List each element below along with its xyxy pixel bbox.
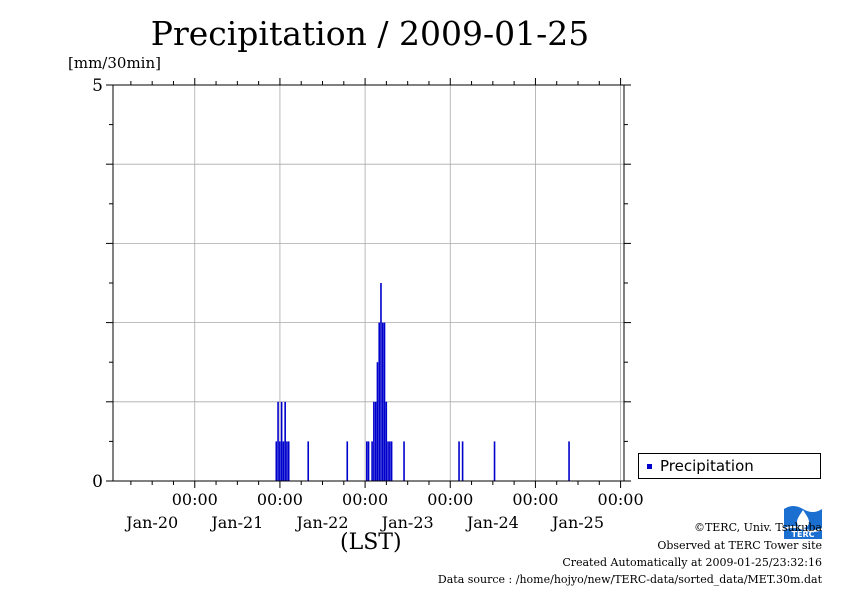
precip-bar <box>389 441 391 481</box>
x-tick-date-label: Jan-22 <box>294 513 348 532</box>
precip-bar <box>390 441 393 481</box>
credit-site: Observed at TERC Tower site <box>657 539 822 552</box>
precip-bar <box>568 441 570 481</box>
chart-frame <box>106 78 631 488</box>
precip-bar <box>403 441 405 481</box>
x-tick-date-label: Jan-23 <box>380 513 434 532</box>
precip-bar <box>307 441 310 481</box>
precip-bar <box>461 441 464 481</box>
legend-label: Precipitation <box>660 457 754 475</box>
chart-legend: Precipitation <box>638 453 821 479</box>
x-tick-date-label: Jan-24 <box>465 513 519 532</box>
x-tick-time-label: 00:00 <box>172 490 218 509</box>
precip-bar <box>367 441 370 481</box>
y-tick-label: 0 <box>92 472 103 492</box>
precip-bar <box>387 441 389 481</box>
precip-bar <box>282 441 285 481</box>
credit-copyright: ©TERC, Univ. Tsukuba <box>693 521 822 534</box>
precip-bar <box>275 441 278 481</box>
x-tick-labels: 00:00 Jan-20 00:00 Jan-21 00:00 Jan-22 00:00 Ja… <box>124 490 643 532</box>
x-tick-time-label: 00:00 <box>342 490 388 509</box>
credit-created: Created Automatically at 2009-01-25/23:3… <box>562 556 822 569</box>
x-tick-date-label: Jan-21 <box>209 513 263 532</box>
precip-bar <box>371 441 373 481</box>
precip-bar <box>284 401 286 481</box>
chart-bars <box>275 283 570 481</box>
precip-bar <box>373 401 375 481</box>
precip-bar <box>365 441 368 481</box>
terc-logo-icon: TERC <box>784 503 822 539</box>
precip-bar <box>381 322 384 481</box>
x-tick-time-label: 00:00 <box>512 490 558 509</box>
precip-bar <box>378 322 381 481</box>
precip-bar <box>376 362 379 481</box>
precip-bar <box>280 401 283 481</box>
legend-swatch <box>647 464 652 469</box>
y-axis-unit-label: [mm/30min] <box>68 54 161 72</box>
x-tick-date-label: Jan-20 <box>124 513 178 532</box>
precip-bar <box>286 441 288 481</box>
x-tick-time-label: 00:00 <box>257 490 303 509</box>
chart-title: Precipitation / 2009-01-25 <box>150 14 590 53</box>
precip-bar <box>277 401 279 481</box>
credit-data-source: Data source : /home/hojyo/new/TERC-data/… <box>437 573 822 586</box>
precip-bar <box>374 401 377 481</box>
logo-text: TERC <box>792 530 815 539</box>
x-tick-date-label: Jan-25 <box>550 513 604 532</box>
x-tick-time-label: 00:00 <box>427 490 473 509</box>
plot-frame <box>112 84 625 482</box>
precip-bar <box>383 322 386 481</box>
precip-bar <box>380 283 382 481</box>
y-tick-labels: 05 <box>92 76 103 492</box>
y-tick-label: 5 <box>92 76 103 96</box>
precip-bar <box>279 441 281 481</box>
chart-grid <box>113 85 624 481</box>
precip-bar <box>458 441 460 481</box>
precip-bar <box>346 441 349 481</box>
precip-bar <box>493 441 496 481</box>
precip-bar <box>385 401 388 481</box>
precip-bar <box>287 441 290 481</box>
x-axis-unit-label: (LST) <box>340 530 402 555</box>
x-tick-time-label: 00:00 <box>598 490 644 509</box>
